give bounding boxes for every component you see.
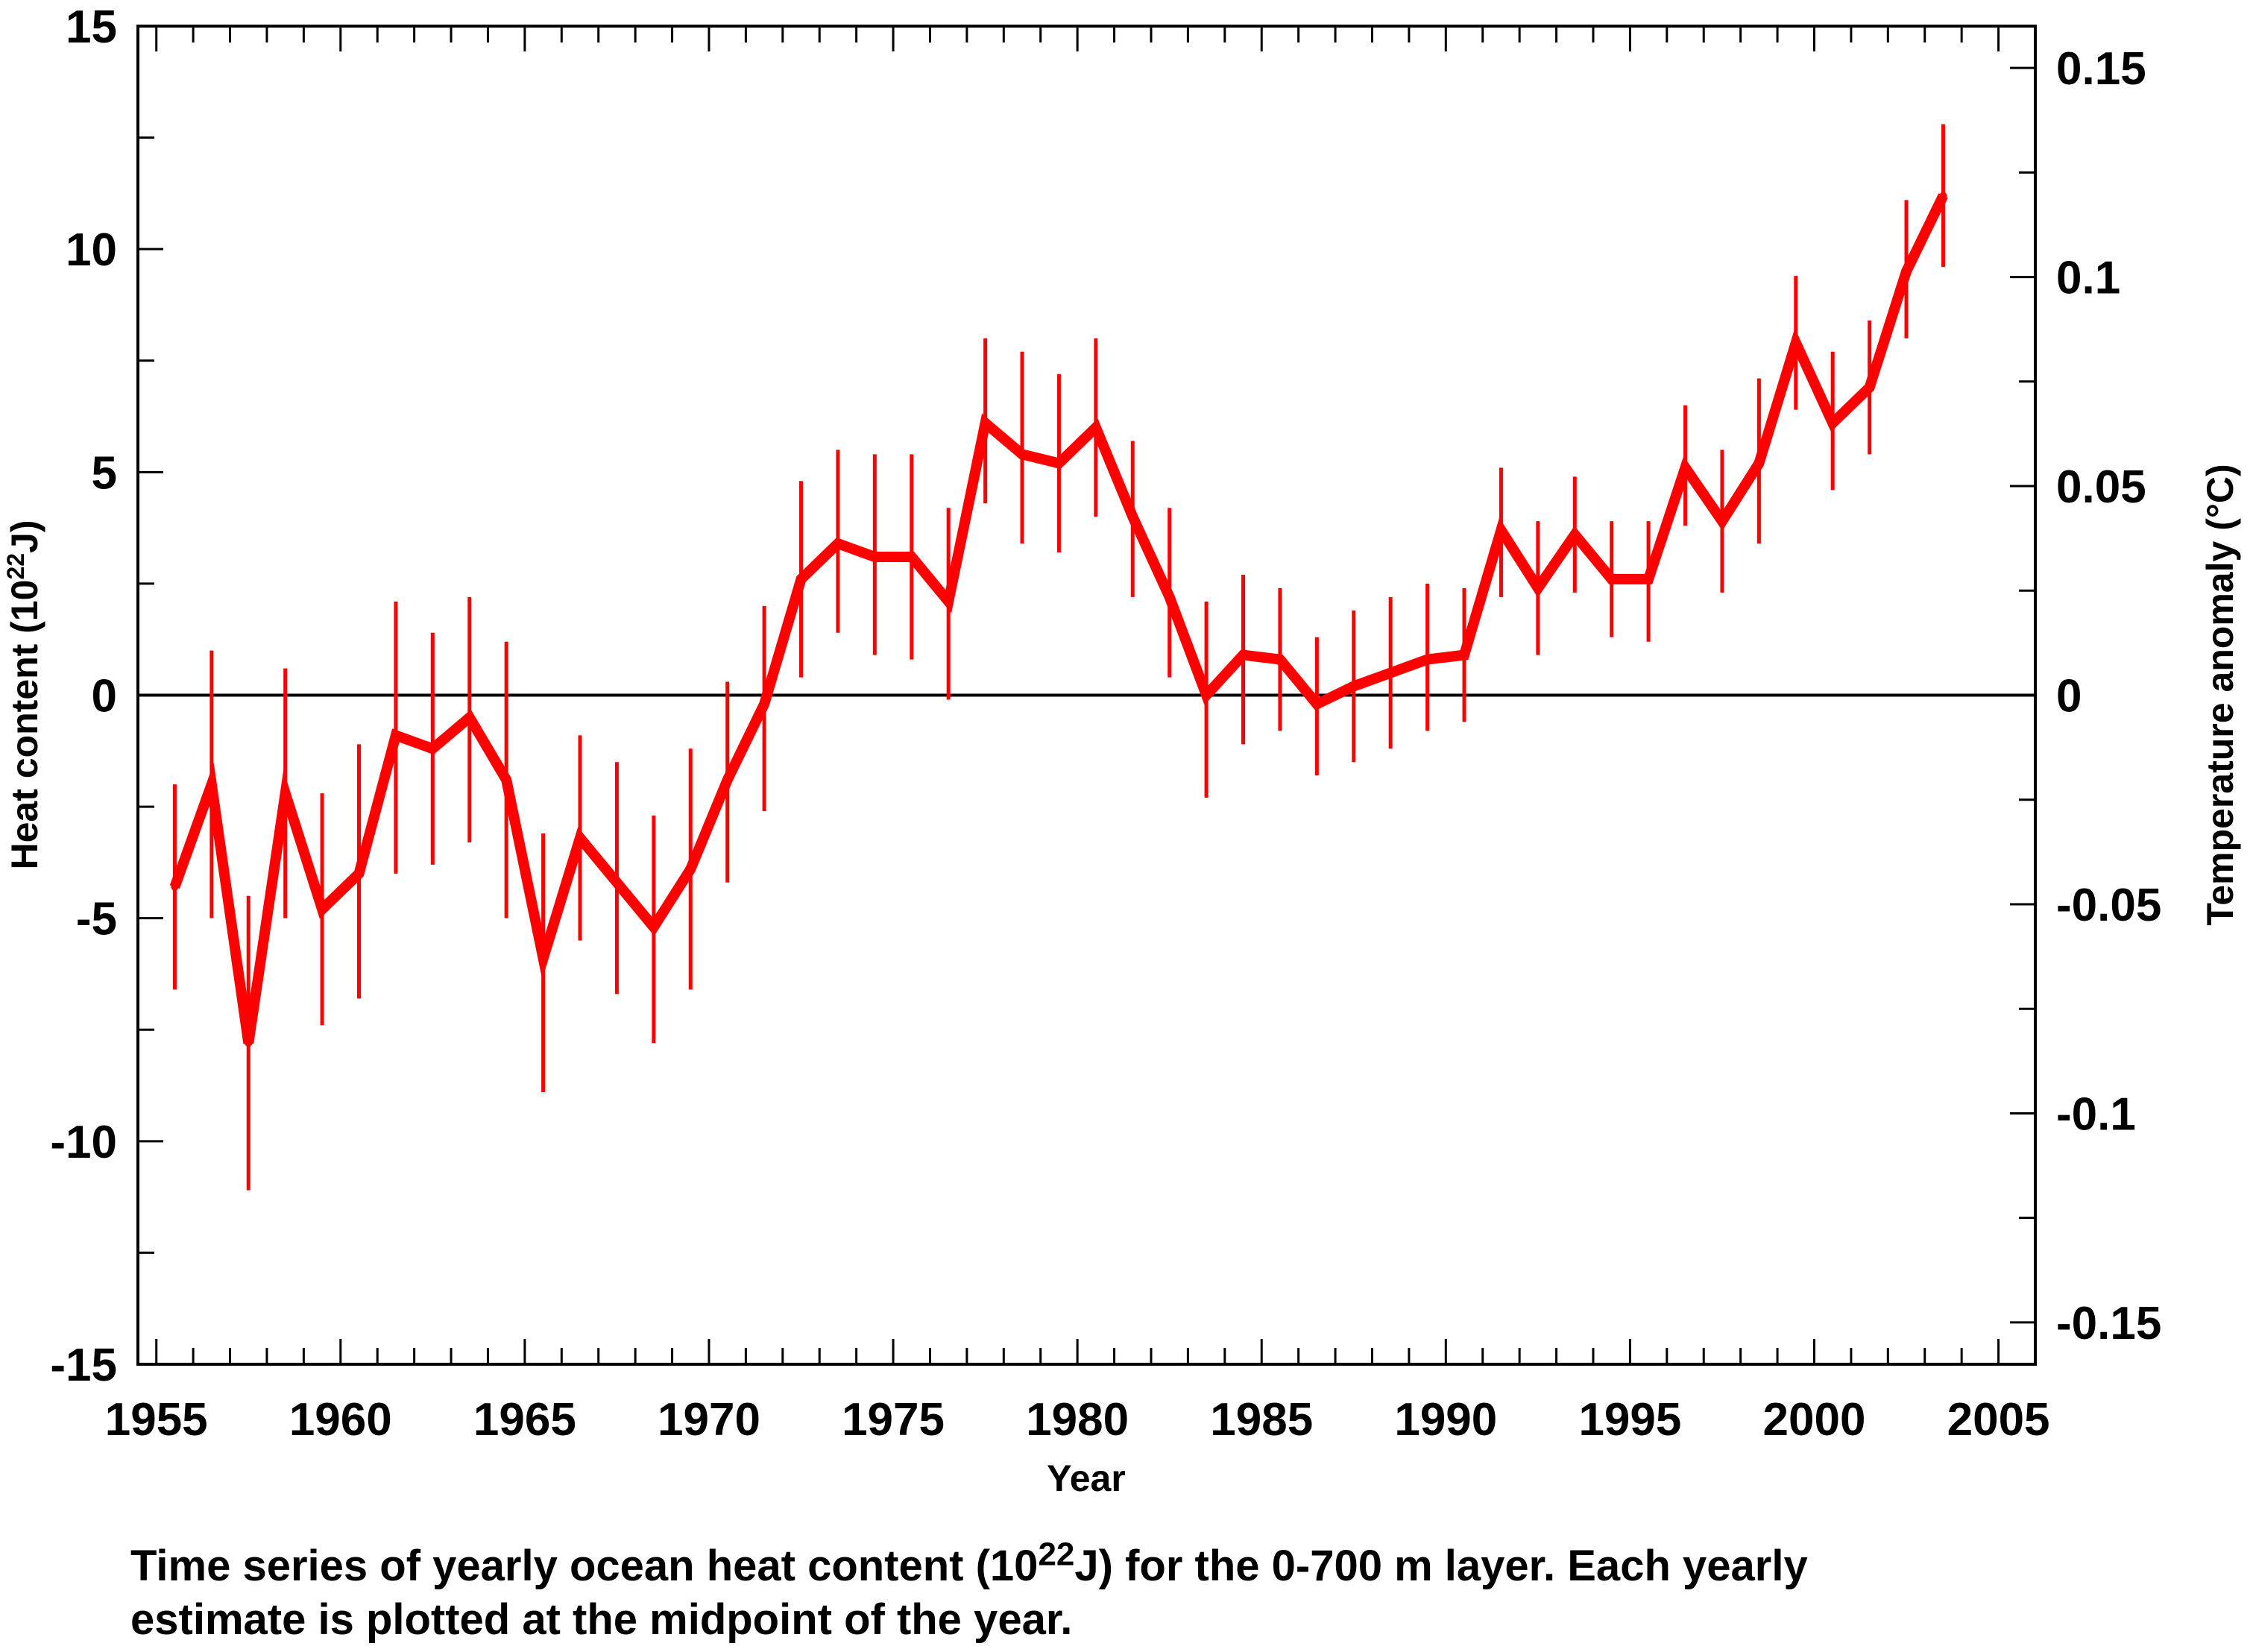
y2-tick-label: 0.15 — [2056, 43, 2146, 95]
y-tick-labels: 15 10 5 0 -5 -10 -15 — [50, 1, 117, 1391]
plot-frame — [136, 25, 2037, 1366]
data-point — [1349, 682, 1358, 690]
data-point — [355, 869, 363, 877]
caption-superscript: 22 — [1038, 1536, 1075, 1573]
caption-line-1: Time series of yearly ocean heat content… — [130, 1536, 2218, 1593]
data-point — [171, 883, 179, 891]
x-tick-label: 1955 — [105, 1394, 208, 1446]
y-tick-label: -5 — [76, 894, 117, 945]
data-point — [760, 700, 769, 708]
data-point — [871, 553, 879, 561]
data-point — [318, 905, 327, 913]
data-point — [907, 553, 916, 561]
data-point — [945, 597, 953, 605]
data-point — [1681, 464, 1689, 472]
caption-line-1-prefix: Time series of yearly ocean heat content… — [130, 1542, 1039, 1590]
y2-tick-label: 0.05 — [2056, 461, 2146, 513]
data-point — [1423, 655, 1431, 663]
data-point — [1903, 268, 1911, 276]
y-axis-title-left-text: Heat content (10 — [4, 580, 45, 870]
series-layer — [169, 192, 1948, 1047]
data-point — [1865, 383, 1874, 391]
error-bars — [172, 124, 1945, 1191]
x-tick-label: 1975 — [842, 1394, 945, 1446]
data-point — [1313, 700, 1321, 708]
x-tick-labels: 1955 1960 1965 1970 1975 1980 1985 1990 1995 2000… — [105, 1394, 2050, 1446]
x-axis-title: Year — [1047, 1457, 1126, 1499]
data-point — [502, 776, 511, 784]
data-point — [834, 540, 842, 548]
data-point — [1129, 513, 1137, 521]
data-point — [1571, 531, 1579, 539]
data-point — [1091, 423, 1100, 432]
data-point — [1276, 655, 1284, 663]
data-point — [723, 776, 731, 784]
data-point — [981, 419, 989, 427]
data-point — [1534, 584, 1542, 592]
data-point — [1497, 526, 1505, 535]
data-point — [245, 1039, 253, 1047]
data-point — [1055, 459, 1063, 467]
data-point — [429, 745, 437, 753]
y-tick-label: 10 — [66, 224, 117, 276]
x-tick-label: 1965 — [473, 1394, 576, 1446]
data-point — [1203, 691, 1211, 699]
data-point — [1939, 192, 1947, 200]
x-tick-label: 1980 — [1026, 1394, 1129, 1446]
data-point — [465, 713, 473, 722]
y2-tick-labels: 0.15 0.1 0.05 0 -0.05 -0.1 -0.15 — [2056, 43, 2161, 1349]
data-point — [1165, 593, 1173, 601]
data-point — [1645, 575, 1653, 583]
x-tick-label: 2000 — [1763, 1394, 1866, 1446]
data-point — [207, 781, 215, 789]
data-point — [1239, 651, 1247, 659]
x-tick-label: 1990 — [1394, 1394, 1497, 1446]
x-tick-label: 1985 — [1210, 1394, 1313, 1446]
series-line — [169, 193, 1948, 1044]
data-point — [539, 954, 547, 962]
x-tick-label: 1970 — [658, 1394, 760, 1446]
y-tick-label: 15 — [66, 1, 117, 53]
x-tick-label: 1995 — [1578, 1394, 1681, 1446]
y-axis-title-left-unit: J) — [4, 520, 45, 552]
figure-caption: Time series of yearly ocean heat content… — [130, 1536, 2218, 1647]
data-point — [391, 731, 400, 740]
data-point — [649, 923, 658, 931]
data-point — [1829, 419, 1837, 427]
y-axis-title-left: Heat content (1022J) — [2, 520, 45, 869]
caption-line-2: estimate is plotted at the midpoint of t… — [130, 1595, 1073, 1644]
y-tick-label: -15 — [50, 1340, 117, 1391]
data-point — [576, 833, 584, 842]
x-tick-label: 1960 — [289, 1394, 392, 1446]
data-point — [1018, 450, 1027, 458]
y-tick-label: 0 — [92, 671, 117, 722]
data-point — [281, 789, 289, 798]
caption-line-1-suffix: J) for the 0-700 m layer. Each yearly — [1074, 1542, 1808, 1590]
y2-tick-label: 0 — [2056, 671, 2082, 722]
data-point — [1387, 669, 1395, 677]
data-point — [1460, 651, 1469, 659]
y-axis-title-left-sup: 22 — [2, 553, 29, 580]
data-point — [1718, 517, 1726, 526]
x-tick-label: 2005 — [1947, 1394, 2050, 1446]
y2-tick-label: -0.1 — [2056, 1088, 2136, 1140]
data-point — [687, 865, 695, 873]
y2-tick-label: 0.1 — [2056, 253, 2120, 304]
y2-tick-label: -0.15 — [2056, 1298, 2161, 1349]
y-axis-title-right: Temperature anomaly (°C) — [2199, 464, 2241, 925]
data-point — [1755, 459, 1763, 467]
y2-tick-label: -0.05 — [2056, 880, 2161, 931]
data-point — [1607, 575, 1616, 583]
data-point — [613, 878, 621, 886]
data-point — [797, 575, 805, 583]
y-tick-label: 5 — [92, 447, 117, 499]
data-point — [1792, 338, 1800, 347]
y-tick-label: -10 — [50, 1117, 117, 1168]
